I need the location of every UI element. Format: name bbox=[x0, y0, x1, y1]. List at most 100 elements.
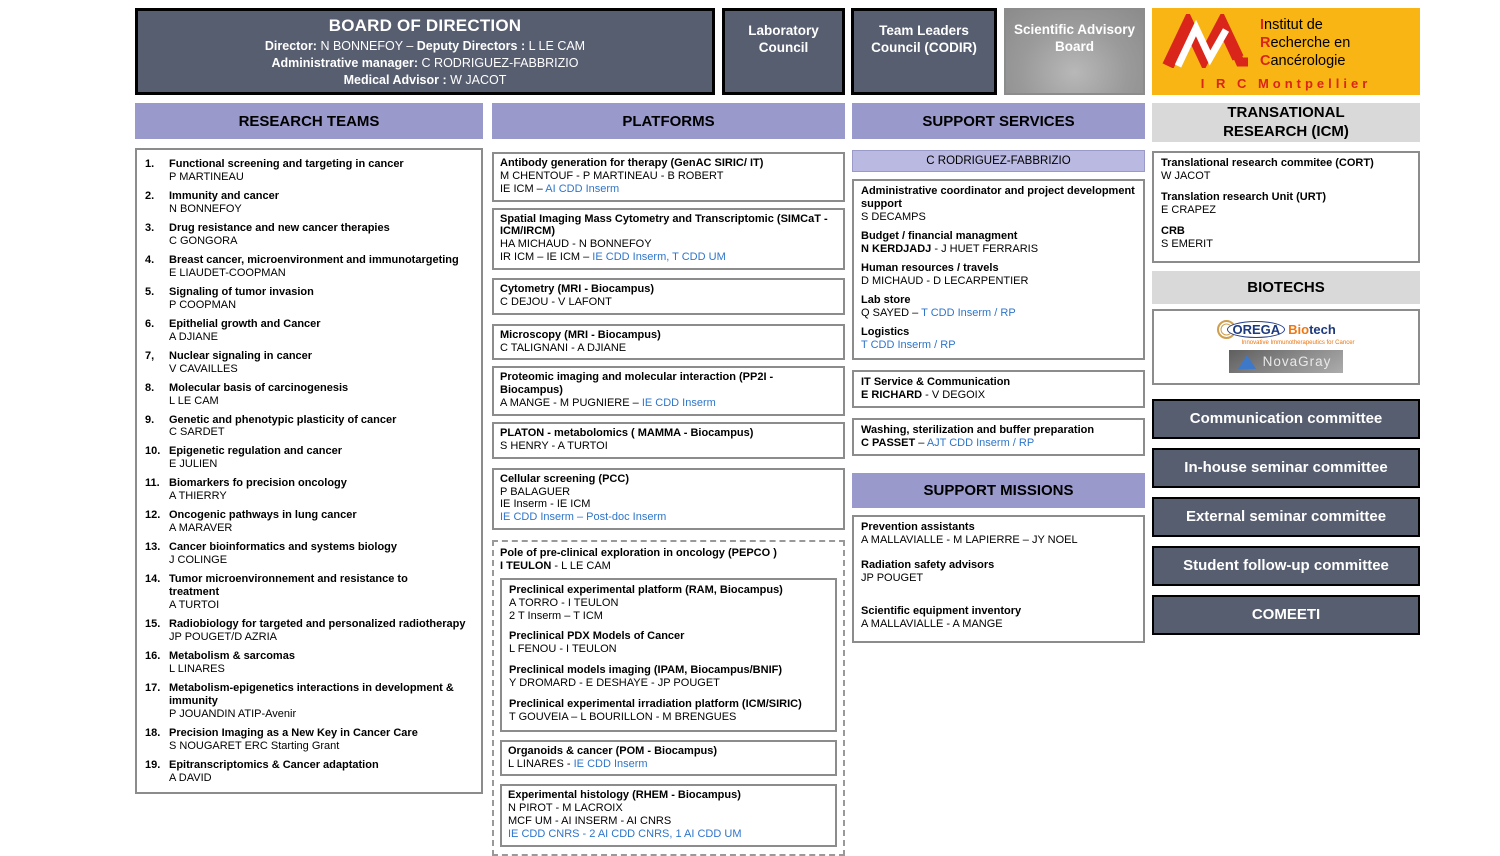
platform-names: Y DROMARD - E DESHAYE - JP POUGET bbox=[509, 677, 720, 690]
section-names: A MALLAVIALLE - A MANGE bbox=[861, 618, 1003, 631]
team-number: 2. bbox=[145, 189, 155, 202]
medical-value: W JACOT bbox=[446, 73, 507, 87]
team-number: 10. bbox=[145, 445, 161, 458]
team-title: Molecular basis of carcinogenesis bbox=[169, 381, 349, 394]
section-names: E CRAPEZ bbox=[1161, 203, 1217, 216]
orega-tech-text: tech bbox=[1309, 322, 1336, 338]
platform-title: Preclinical experimental irradiation pla… bbox=[509, 697, 802, 710]
platform-names: T GOUVEIA – L BOURILLON - M BRENGUES bbox=[509, 710, 737, 723]
laboratory-council-label: Laboratory Council bbox=[748, 23, 819, 55]
platform-entry-ipam: Preclinical models imaging (IPAM, Biocam… bbox=[509, 664, 828, 690]
team-text: Signaling of tumor invasion P COOPMAN bbox=[169, 286, 314, 312]
board-title: BOARD OF DIRECTION bbox=[328, 16, 522, 35]
committee-box-student-followup: Student follow-up committee bbox=[1152, 545, 1420, 586]
committee-box-comeeti: COMEETI bbox=[1152, 594, 1420, 635]
platform-title: Spatial Imaging Mass Cytometry and Trans… bbox=[500, 212, 828, 238]
research-teams-header: RESEARCH TEAMS bbox=[135, 103, 483, 139]
team-leader: A TURTOI bbox=[169, 599, 220, 612]
platform-box-platon: PLATON - metabolomics ( MAMMA - Biocampu… bbox=[492, 422, 845, 459]
platform-names: N PIROT - M LACROIX bbox=[508, 802, 623, 815]
staff-black: IE ICM – bbox=[500, 182, 546, 195]
irc-logo-text: Institut de Recherche en Cancérologie bbox=[1260, 16, 1350, 70]
team-text: Epigenetic regulation and cancer E JULIEN bbox=[169, 445, 342, 471]
novagray-logo: NovaGray bbox=[1228, 350, 1344, 374]
name-black: Q SAYED – bbox=[861, 306, 922, 319]
team-leader: P COOPMAN bbox=[169, 298, 237, 311]
staff-black: IR ICM – IE ICM – bbox=[500, 251, 593, 264]
team-item: 12. Oncogenic pathways in lung cancer A MA… bbox=[145, 509, 475, 535]
novagray-text: NovaGray bbox=[1262, 354, 1332, 370]
team-title: Signaling of tumor invasion bbox=[169, 285, 314, 298]
team-text: Metabolism-epigenetics interactions in d… bbox=[169, 682, 454, 721]
team-title: Drug resistance and new cancer therapies bbox=[169, 221, 390, 234]
service-section: Lab store Q SAYED – T CDD Inserm / RP bbox=[861, 294, 1136, 320]
platform-title: Organoids & cancer (POM - Biocampus) bbox=[508, 744, 718, 757]
platform-box-histology: Experimental histology (RHEM - Biocampus… bbox=[500, 784, 837, 847]
team-leader: E JULIEN bbox=[169, 458, 218, 471]
committee-box-external-seminar: External seminar committee bbox=[1152, 496, 1420, 537]
team-leader: C GONGORA bbox=[169, 234, 238, 247]
washing-box: Washing, sterilization and buffer prepar… bbox=[852, 417, 1145, 456]
team-leader: N BONNEFOY bbox=[169, 202, 242, 215]
team-number: 5. bbox=[145, 285, 155, 298]
team-number: 18. bbox=[145, 726, 161, 739]
section-title: Logistics bbox=[861, 325, 910, 338]
platform-entry-pdx: Preclinical PDX Models of Cancer L FENOU… bbox=[509, 630, 828, 656]
section-names: N KERDJADJ - J HUET FERRARIS bbox=[861, 243, 1136, 256]
service-section: Logistics T CDD Inserm / RP bbox=[861, 326, 1136, 352]
section-names: S DECAMPS bbox=[861, 210, 926, 223]
platform-names: HA MICHAUD - N BONNEFOY bbox=[500, 238, 652, 251]
team-title: Biomarkers fo precision oncology bbox=[169, 477, 347, 490]
team-leader: C SARDET bbox=[169, 426, 225, 439]
pepco-box: Pole of pre-clinical exploration in onco… bbox=[492, 540, 845, 856]
name-blue: T CDD Inserm / RP bbox=[921, 306, 1016, 319]
team-number: 3. bbox=[145, 221, 155, 234]
committee-box-inhouse-seminar: In-house seminar committee bbox=[1152, 447, 1420, 488]
platform-names: M CHENTOUF - P MARTINEAU - B ROBERT bbox=[500, 169, 724, 182]
section-title: CRB bbox=[1161, 224, 1185, 237]
board-medical-line: Medical Advisor : W JACOT bbox=[138, 73, 712, 87]
team-item: 11. Biomarkers fo precision oncology A THI… bbox=[145, 477, 475, 503]
platform-names: A MANGE - M PUGNIERE – IE CDD Inserm bbox=[500, 397, 837, 410]
service-section: Administrative coordinator and project d… bbox=[861, 185, 1136, 224]
research-teams-box: 1. Functional screening and targeting in … bbox=[135, 148, 483, 794]
team-title: Metabolism & sarcomas bbox=[169, 650, 295, 663]
platform-title: Preclinical experimental platform (RAM, … bbox=[509, 583, 783, 596]
name-rest: - V DEGOIX bbox=[922, 388, 986, 401]
board-admin-line: Administrative manager: C RODRIGUEZ-FABB… bbox=[138, 56, 712, 70]
logo-line-2: Recherche en bbox=[1260, 34, 1350, 52]
team-text: Immunity and cancer N BONNEFOY bbox=[169, 190, 279, 216]
platform-names: L FENOU - I TEULON bbox=[509, 643, 617, 656]
platform-staff: MCF UM - AI INSERM - AI CNRS bbox=[508, 815, 672, 828]
name-bold: N KERDJADJ bbox=[861, 242, 932, 255]
team-leader: P MARTINEAU bbox=[169, 170, 244, 183]
service-section: Human resources / travels D MICHAUD - D … bbox=[861, 262, 1136, 288]
board-director-line: Director: N BONNEFOY – Deputy Directors … bbox=[138, 39, 712, 53]
logo-line-3: Cancérologie bbox=[1260, 52, 1350, 70]
section-title: Scientific equipment inventory bbox=[861, 605, 1022, 618]
novagray-triangle-icon bbox=[1237, 354, 1256, 369]
section-title: Prevention assistants bbox=[861, 520, 975, 533]
team-item: 17. Metabolism-epigenetics interactions i… bbox=[145, 682, 475, 721]
translational-research-header: TRANSATIONAL RESEARCH (ICM) bbox=[1152, 103, 1420, 142]
platform-names: P BALAGUER bbox=[500, 485, 571, 498]
team-leader: L LINARES bbox=[169, 663, 225, 675]
team-number: 15. bbox=[145, 618, 161, 631]
name-blue: AJT CDD Inserm / RP bbox=[926, 436, 1035, 449]
team-text: Radiobiology for targeted and personaliz… bbox=[169, 618, 465, 644]
pepco-title: Pole of pre-clinical exploration in onco… bbox=[500, 547, 777, 560]
team-leader: P JOUANDIN ATIP-Avenir bbox=[169, 707, 297, 720]
platform-names: C TALIGNANI - A DJIANE bbox=[500, 341, 627, 354]
support-missions-header: SUPPORT MISSIONS bbox=[852, 472, 1145, 508]
deputy-value: L LE CAM bbox=[525, 39, 586, 53]
it-service-box: IT Service & Communication E RICHARD - V… bbox=[852, 369, 1145, 408]
platform-staff: 2 T Inserm – T ICM bbox=[509, 609, 603, 622]
team-item: 9. Genetic and phenotypic plasticity of c… bbox=[145, 414, 475, 440]
platform-title: Cellular screening (PCC) bbox=[500, 472, 629, 485]
team-item: 3. Drug resistance and new cancer therapi… bbox=[145, 222, 475, 248]
team-leader: A DAVID bbox=[169, 771, 212, 784]
biotechs-header: BIOTECHS bbox=[1152, 270, 1420, 304]
director-label: Director: bbox=[264, 39, 317, 53]
team-title: Functional screening and targeting in ca… bbox=[169, 158, 404, 170]
platform-staff: IE Inserm - IE ICM bbox=[500, 498, 591, 511]
